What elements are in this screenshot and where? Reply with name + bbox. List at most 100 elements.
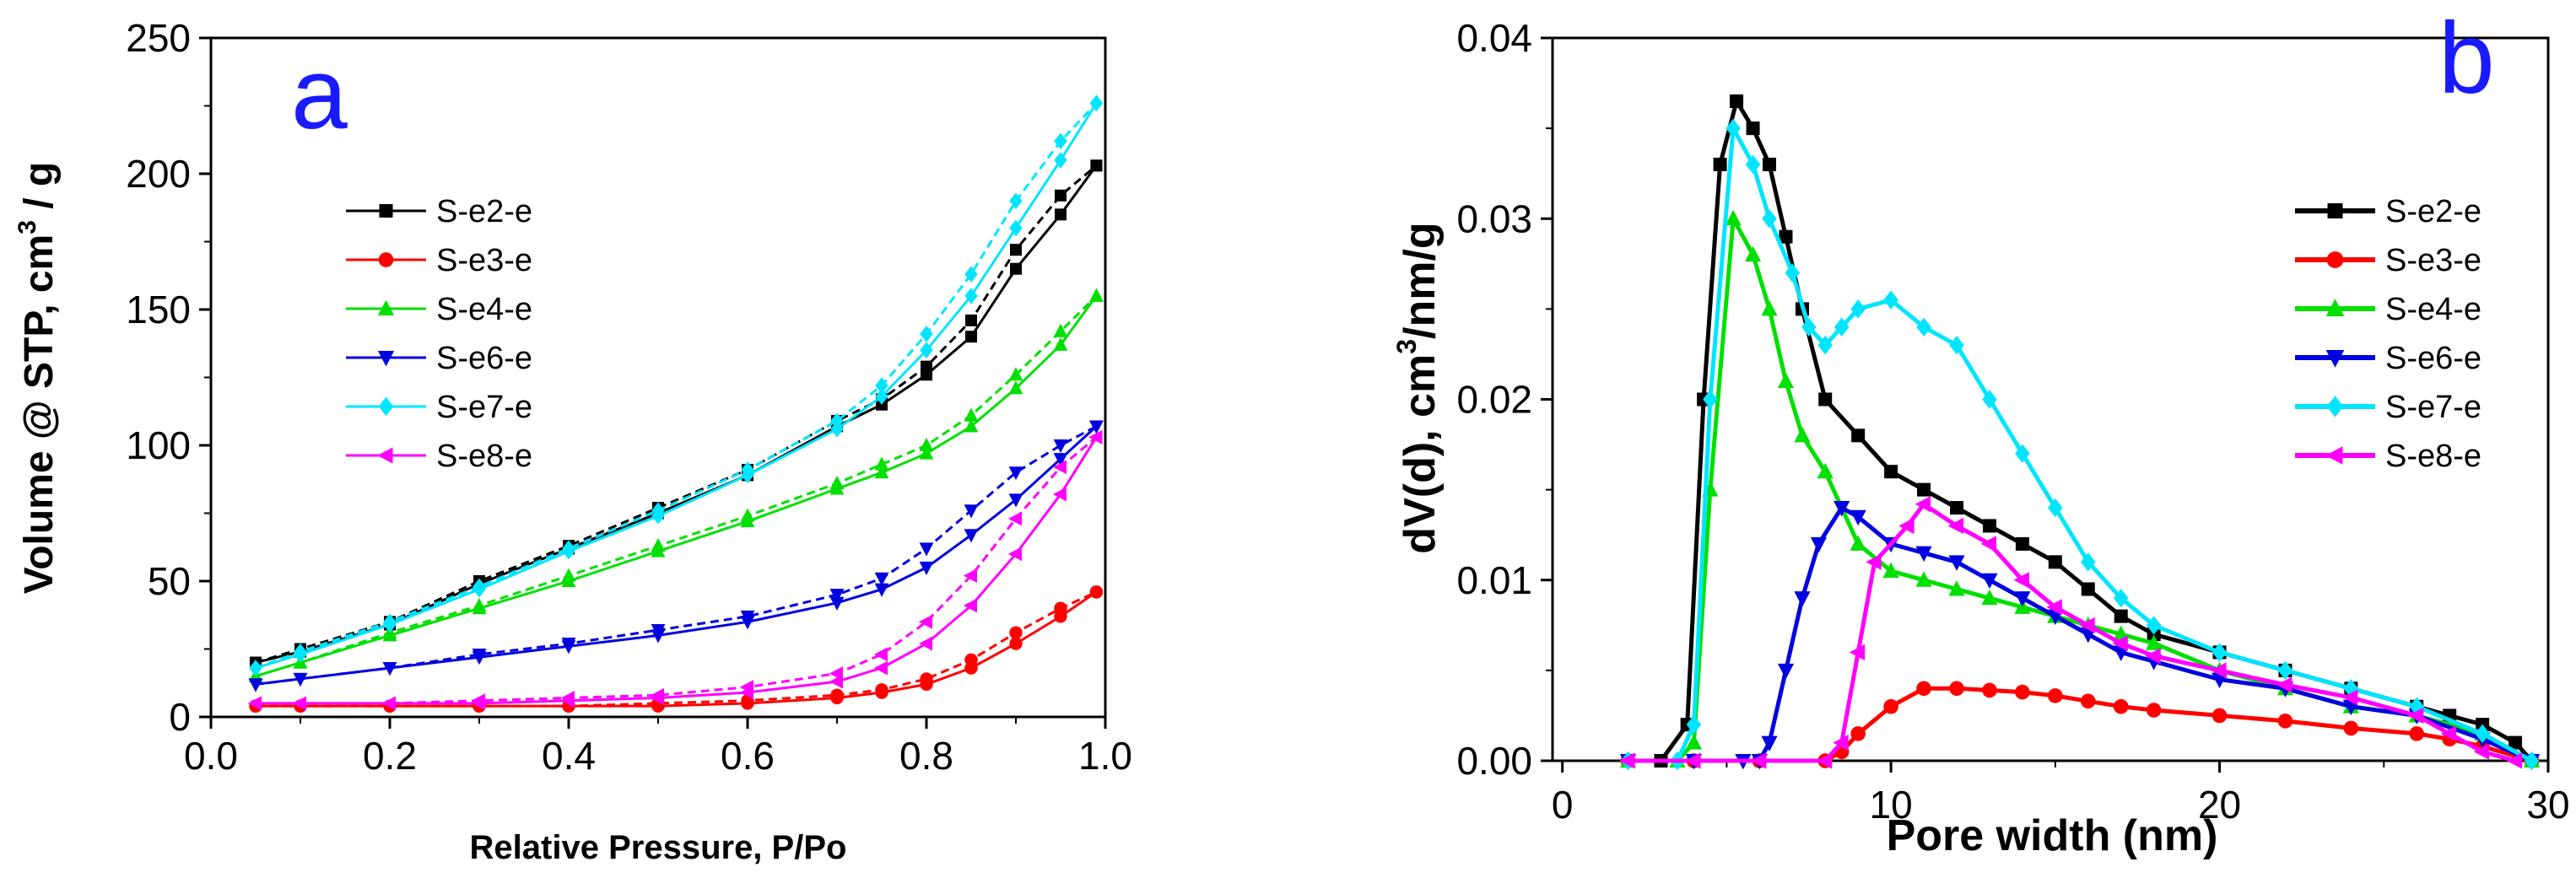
data-point-S-e7-e bbox=[2277, 660, 2293, 681]
data-point-S-e6-e bbox=[1761, 735, 1778, 751]
data-point-S-e7-e bbox=[1916, 317, 1931, 337]
data-point-S-e4-e bbox=[2146, 634, 2163, 650]
data-point-S-e7-e bbox=[1745, 154, 1761, 175]
data-point-S-e7-e bbox=[1850, 299, 1866, 319]
data-point-S-e2-e bbox=[1713, 157, 1727, 171]
data-point-S-e8-e bbox=[1685, 752, 1701, 769]
data-point-S-e2-e bbox=[1884, 465, 1898, 479]
data-point-S-e4-e bbox=[919, 437, 934, 451]
data-point-S-e3-e bbox=[1089, 585, 1104, 599]
data-point-S-e8-e bbox=[1816, 752, 1833, 769]
y-tick-label: 200 bbox=[126, 152, 191, 196]
data-point-S-e4-e bbox=[1744, 245, 1762, 262]
data-point-S-e4-e bbox=[561, 568, 576, 582]
data-point-S-e4-e bbox=[919, 445, 934, 460]
data-point-S-e3-e bbox=[964, 653, 978, 667]
legend-item-S-e3-e: S-e3-e bbox=[346, 243, 532, 278]
data-point-S-e3-e bbox=[1850, 726, 1866, 741]
data-point-S-e7-e bbox=[2409, 697, 2425, 716]
y-axis-label-b: dV(d), cm3/nm/g bbox=[1391, 222, 1445, 553]
data-point-S-e7-e bbox=[1949, 336, 1964, 355]
data-point-S-e7-e bbox=[2211, 643, 2228, 662]
data-point-S-e8-e bbox=[2013, 572, 2029, 589]
data-point-S-e8-e bbox=[1052, 487, 1067, 502]
data-point-S-e7-e bbox=[1009, 192, 1023, 209]
data-point-S-e6-e bbox=[1794, 591, 1811, 607]
data-point-S-e7-e bbox=[383, 613, 397, 631]
data-point-S-e4-e bbox=[472, 597, 487, 611]
data-point-S-e4-e bbox=[1777, 372, 1795, 389]
data-point-S-e8-e bbox=[1898, 517, 1914, 535]
legend-marker bbox=[2325, 446, 2343, 465]
y-tick-label: 0.00 bbox=[1456, 739, 1532, 783]
data-point-S-e7-e bbox=[964, 266, 978, 283]
data-point-S-e8-e bbox=[1947, 517, 1964, 535]
data-point-S-e4-e bbox=[1761, 299, 1778, 316]
data-point-S-e8-e bbox=[963, 568, 977, 583]
legend-label: S-e4-e bbox=[2385, 292, 2481, 327]
data-point-S-e7-e bbox=[1762, 209, 1777, 229]
series-line-S-e7-e-desorption bbox=[255, 102, 1098, 670]
data-point-S-e7-e bbox=[2343, 679, 2359, 698]
data-point-S-e6-e bbox=[964, 504, 979, 519]
legend-item-S-e4-e: S-e4-e bbox=[2295, 292, 2481, 327]
data-point-S-e6-e bbox=[472, 648, 487, 663]
data-point-S-e3-e bbox=[2146, 703, 2162, 718]
data-point-S-e8-e bbox=[2473, 743, 2490, 760]
series-S-e4-e bbox=[248, 288, 1104, 682]
legend-item-S-e4-e: S-e4-e bbox=[346, 292, 532, 327]
data-point-S-e7-e bbox=[1982, 390, 1997, 409]
data-point-S-e8-e bbox=[2145, 648, 2161, 665]
data-point-S-e8-e bbox=[292, 696, 306, 711]
data-point-S-e3-e bbox=[875, 683, 888, 697]
data-point-S-e7-e bbox=[741, 461, 754, 478]
data-point-S-e8-e bbox=[2112, 635, 2128, 652]
data-point-S-e2-e bbox=[2508, 735, 2523, 750]
data-point-S-e6-e bbox=[740, 610, 755, 624]
legend-marker bbox=[2325, 299, 2345, 316]
data-point-S-e2-e bbox=[1818, 392, 1833, 407]
data-point-S-e4-e bbox=[1685, 734, 1703, 750]
data-point-S-e3-e bbox=[2113, 698, 2129, 714]
data-point-S-e6-e bbox=[919, 542, 934, 557]
data-point-S-e2-e bbox=[1917, 482, 1931, 497]
y-tick-label: 0.02 bbox=[1456, 378, 1532, 422]
data-point-S-e6-e bbox=[2014, 591, 2031, 607]
series-line-S-e3-e-adsorption bbox=[256, 590, 1098, 708]
data-point-S-e3-e bbox=[2080, 693, 2096, 709]
legend-item-S-e6-e: S-e6-e bbox=[346, 341, 532, 376]
data-point-S-e8-e bbox=[2506, 752, 2523, 769]
series-line-S-e6-e-adsorption bbox=[255, 425, 1098, 686]
y-axis-label-b-unit: /nm/g bbox=[1396, 222, 1445, 339]
data-point-S-e2-e bbox=[2015, 536, 2029, 551]
data-point-S-e3-e bbox=[1883, 698, 1898, 714]
data-point-S-e4-e bbox=[1053, 323, 1068, 337]
data-point-S-e4-e bbox=[1882, 562, 1899, 579]
data-point-S-e7-e bbox=[473, 578, 486, 595]
data-point-S-e7-e bbox=[875, 388, 888, 405]
legend-item-S-e7-e: S-e7-e bbox=[2295, 390, 2481, 425]
data-point-S-e7-e bbox=[920, 342, 933, 359]
data-point-S-e8-e bbox=[829, 666, 843, 681]
data-point-S-e6-e bbox=[1948, 555, 1965, 571]
data-point-S-e7-e bbox=[1054, 152, 1067, 169]
data-point-S-e2-e bbox=[1055, 189, 1067, 202]
data-point-S-e2-e bbox=[1982, 519, 1996, 533]
data-point-S-e6-e bbox=[1915, 546, 1932, 563]
legend-label: S-e8-e bbox=[436, 439, 532, 474]
data-point-S-e7-e bbox=[1817, 336, 1833, 355]
x-tick-label: 0.6 bbox=[721, 734, 775, 778]
series-S-e8-e bbox=[247, 429, 1103, 711]
data-point-S-e3-e bbox=[2277, 714, 2293, 729]
data-point-S-e7-e bbox=[1833, 317, 1850, 337]
legend-label: S-e8-e bbox=[2385, 439, 2481, 474]
legend-label: S-e7-e bbox=[436, 390, 532, 425]
data-point-S-e4-e bbox=[1008, 367, 1023, 381]
data-point-S-e3-e bbox=[2015, 684, 2030, 700]
data-point-S-e2-e bbox=[1763, 157, 1777, 171]
data-point-S-e8-e bbox=[2407, 707, 2424, 724]
legend-label: S-e4-e bbox=[436, 292, 532, 327]
legend-marker bbox=[378, 396, 394, 417]
data-point-S-e8-e bbox=[1849, 644, 1866, 661]
y-tick-label: 100 bbox=[126, 423, 191, 467]
